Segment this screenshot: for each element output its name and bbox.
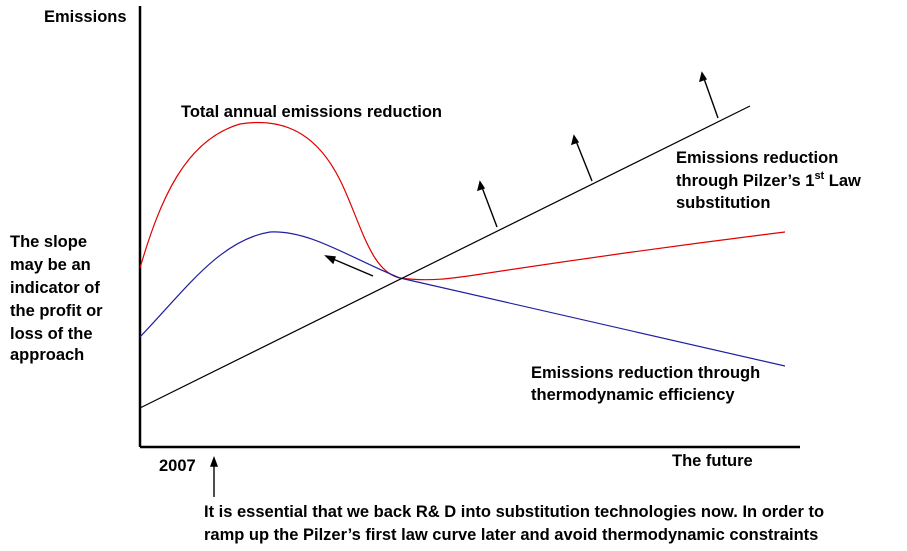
footnote-line2: ramp up the Pilzer’s first law curve lat… [204,526,818,544]
arrow-up-1 [479,181,498,228]
side-note-line: approach [10,346,84,364]
substitution-line [139,105,751,409]
substitution-label-pre: through Pilzer’s 1 [676,172,814,190]
y-axis-label: Emissions [44,8,127,26]
total-curve-label: Total annual emissions reduction [181,103,442,121]
arrow-2007-head [209,456,219,467]
side-note: The slope may be an indicator of the pro… [10,233,103,364]
x-end-label: The future [672,452,753,470]
efficiency-label-line1: Emissions reduction through [531,364,760,382]
arrow-up-1-head [477,180,486,192]
side-note-line: the profit or [10,302,103,320]
side-note-line: loss of the [10,325,93,343]
substitution-label-post: Law [824,172,861,190]
side-note-line: The slope [10,233,87,251]
footnote-line1: It is essential that we back R& D into s… [204,503,824,521]
side-note-line: indicator of [10,279,100,297]
x-start-label: 2007 [159,457,196,475]
substitution-label-line1: Emissions reduction [676,149,838,167]
substitution-label-sup: st [814,170,824,182]
arrow-slope-head [324,255,336,265]
arrow-up-3-head [699,71,708,83]
total-emissions-curve [139,121,786,281]
substitution-label-line3: substitution [676,194,770,212]
arrow-up-2 [573,135,593,182]
arrows [209,71,719,497]
substitution-label-line2: through Pilzer’s 1st Law [676,170,861,190]
efficiency-curve [139,231,786,367]
side-note-line: may be an [10,256,91,274]
arrow-up-3 [701,72,719,119]
arrow-up-2-head [571,134,580,146]
efficiency-label-line2: thermodynamic efficiency [531,386,735,404]
